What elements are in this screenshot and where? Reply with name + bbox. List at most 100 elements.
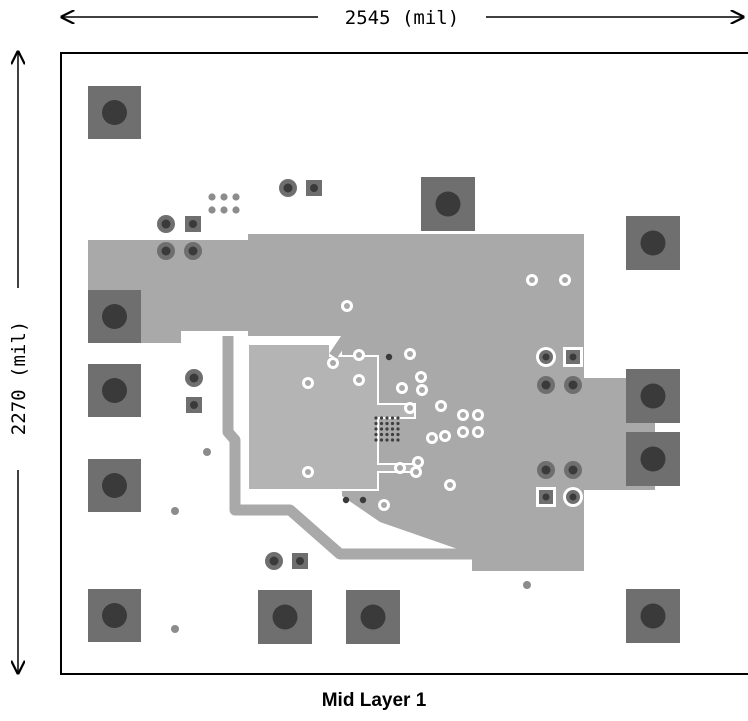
bga-ball xyxy=(396,427,400,431)
via-drill xyxy=(381,502,387,508)
via-drill xyxy=(562,277,568,283)
via-drill xyxy=(330,360,336,366)
square-pad xyxy=(626,216,680,270)
via-drill xyxy=(419,387,425,393)
bga-ball xyxy=(385,438,389,442)
pad-hole xyxy=(569,353,577,361)
via-drill xyxy=(413,469,419,475)
square-pad xyxy=(88,589,141,642)
via-cluster-dot xyxy=(208,193,216,201)
via-drill xyxy=(415,459,421,465)
via-drill xyxy=(475,412,481,418)
via-drill xyxy=(418,374,424,380)
via-drill xyxy=(356,352,362,358)
bga-ball xyxy=(396,416,400,420)
bga-ball xyxy=(396,438,400,442)
via-drill xyxy=(407,351,413,357)
micro-via xyxy=(385,353,393,361)
bga-ball xyxy=(374,427,378,431)
bga-ball xyxy=(379,432,384,437)
square-pad xyxy=(421,177,475,231)
via-drill xyxy=(529,277,535,283)
via-cluster-dot xyxy=(232,193,240,201)
pad-hole xyxy=(541,380,551,390)
bga-ball xyxy=(374,416,378,420)
height-dimension-label: 2270 (mil) xyxy=(8,321,30,435)
via-drill xyxy=(305,380,311,386)
bga-ball xyxy=(379,427,384,431)
via-drill xyxy=(407,405,413,411)
via-cluster-dot xyxy=(208,206,216,214)
drill-hole xyxy=(435,191,461,217)
isolation-gap xyxy=(234,338,346,504)
via-cluster-dot xyxy=(220,206,228,214)
test-point xyxy=(171,507,179,515)
bga-ball xyxy=(396,421,400,426)
square-pad xyxy=(626,589,680,643)
trace-top xyxy=(329,311,436,359)
square-pad xyxy=(88,86,141,139)
via-drill xyxy=(460,412,466,418)
via-drill xyxy=(397,465,403,471)
pad-hole xyxy=(269,556,279,566)
drill-hole xyxy=(640,603,666,629)
drill-hole xyxy=(102,100,127,125)
pad-hole xyxy=(541,465,551,475)
via-drill xyxy=(429,435,435,441)
pad-hole xyxy=(188,246,198,256)
bga-ball xyxy=(379,438,384,442)
square-pad xyxy=(626,369,680,423)
drill-hole xyxy=(272,604,298,630)
pad-hole xyxy=(568,465,578,475)
bga-ball xyxy=(385,416,389,420)
height-dimension: 2270 (mil) xyxy=(8,52,30,673)
drill-hole xyxy=(640,230,666,256)
via-drill xyxy=(438,403,444,409)
micro-via xyxy=(359,496,367,504)
via-cluster-dot xyxy=(232,206,240,214)
width-dimension-label: 2545 (mil) xyxy=(345,7,459,29)
drill-hole xyxy=(102,603,127,628)
traces xyxy=(222,311,472,560)
test-point xyxy=(523,581,531,589)
pad-hole xyxy=(569,493,577,501)
trace-stub-a xyxy=(379,360,395,395)
micro-via xyxy=(342,496,350,504)
bga-ball xyxy=(390,438,395,442)
drill-hole xyxy=(640,446,666,472)
drill-hole xyxy=(102,378,127,403)
square-pad xyxy=(258,590,312,644)
drill-hole xyxy=(102,304,127,329)
copper-pour xyxy=(88,234,655,571)
test-point xyxy=(171,625,179,633)
pad-hole xyxy=(189,373,199,383)
bga-ball xyxy=(390,421,395,426)
pad-hole xyxy=(296,557,304,565)
copper-inner-island xyxy=(247,343,416,491)
trace-left-loop xyxy=(222,336,472,560)
pad-hole xyxy=(310,184,318,192)
large-pads xyxy=(88,86,680,644)
pad-hole xyxy=(283,183,293,193)
via-drill xyxy=(356,377,362,383)
bga-ball xyxy=(374,438,378,442)
bga-ball xyxy=(390,432,395,437)
bga-ball xyxy=(390,416,395,420)
square-pad xyxy=(88,290,141,343)
via-drill xyxy=(399,385,405,391)
bga-ball xyxy=(385,427,389,431)
small-pads-and-vias xyxy=(157,179,583,633)
pad-hole xyxy=(542,493,550,501)
pad-hole xyxy=(161,246,171,256)
via-drill xyxy=(460,429,466,435)
bga-ball xyxy=(390,427,395,431)
pad-hole xyxy=(568,380,578,390)
bga-ball xyxy=(379,421,384,426)
pad-hole xyxy=(190,401,198,409)
square-pad xyxy=(88,364,141,417)
via-drill xyxy=(305,469,311,475)
bga-ball xyxy=(374,432,378,437)
drill-hole xyxy=(360,604,386,630)
via-drill xyxy=(447,482,453,488)
